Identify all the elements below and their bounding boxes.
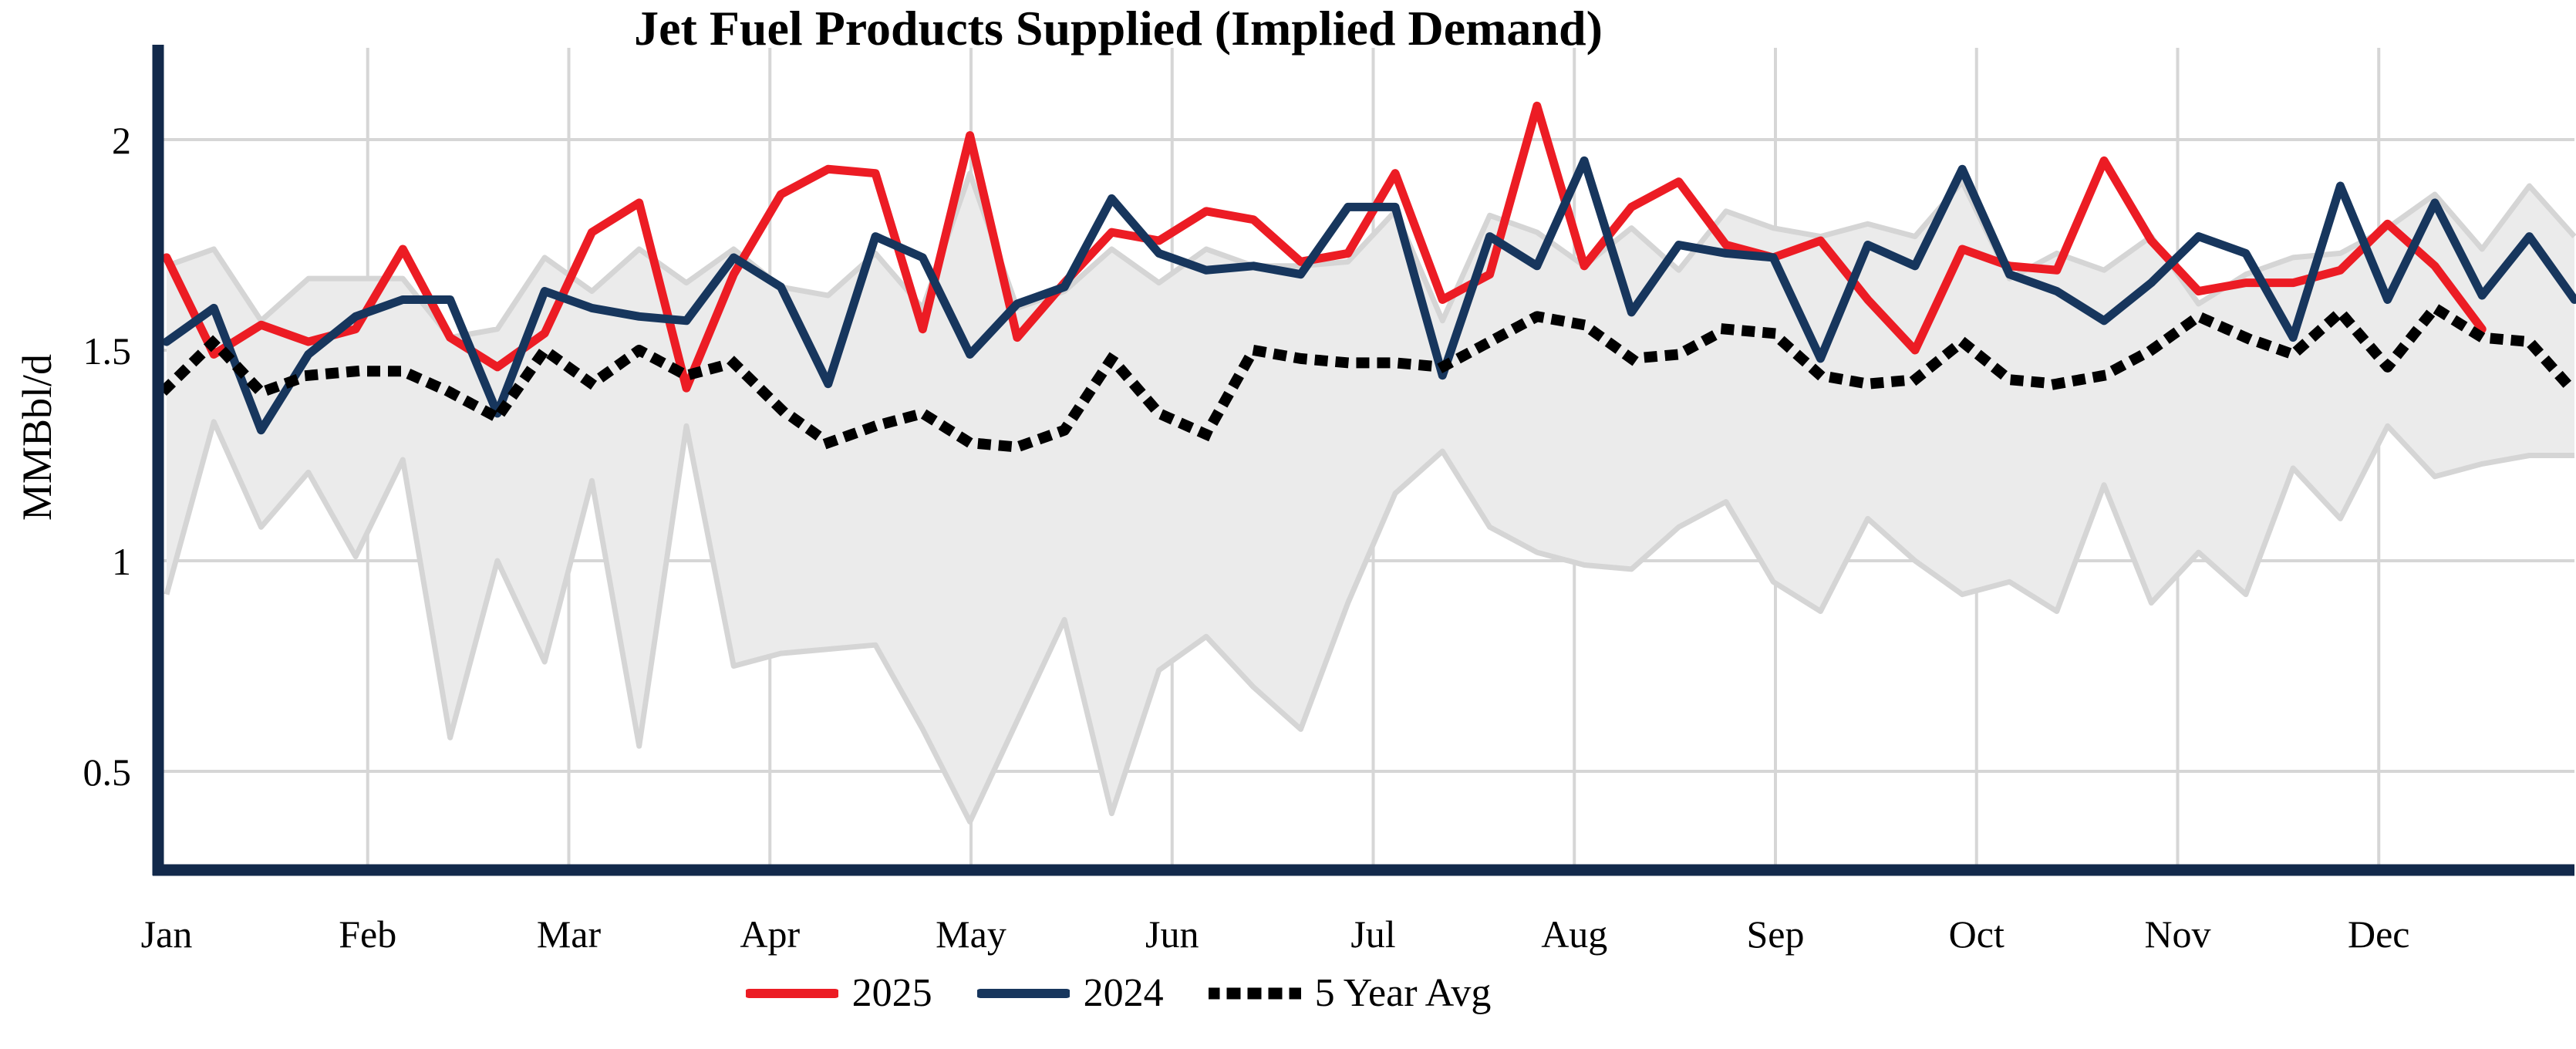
legend-label: 5 Year Avg xyxy=(1314,971,1492,1015)
x-tick-label: Oct xyxy=(1949,912,2004,956)
x-tick-label: Dec xyxy=(2348,912,2410,956)
legend: 2025 2024 5 Year Avg xyxy=(0,970,2237,1016)
x-tick-label: Feb xyxy=(339,912,396,956)
y-tick-label: 2 xyxy=(112,119,131,162)
series-line-5-year-avg xyxy=(159,302,2576,453)
five-year-range-band xyxy=(167,173,2574,822)
series-line-2025 xyxy=(162,101,2487,393)
x-tick-label: Jun xyxy=(1145,912,1199,956)
y-tick-label: 1.5 xyxy=(83,329,132,373)
x-tick-label: Aug xyxy=(1541,912,1607,956)
x-tick-label: Nov xyxy=(2144,912,2210,956)
legend-label: 2024 xyxy=(1083,971,1164,1015)
legend-item-2024: 2024 xyxy=(976,970,1164,1016)
x-tick-label: Apr xyxy=(740,912,800,956)
y-tick-label: 0.5 xyxy=(83,750,132,794)
y-tick-label: 1 xyxy=(112,540,131,583)
legend-swatch xyxy=(976,988,1070,998)
legend-item-2025: 2025 xyxy=(745,970,932,1016)
chart-title: Jet Fuel Products Supplied (Implied Dema… xyxy=(634,1,1603,56)
series-line-2024 xyxy=(162,156,2576,435)
x-tick-label: Mar xyxy=(537,912,602,956)
legend-label: 2025 xyxy=(851,971,932,1015)
x-tick-label: Sep xyxy=(1747,912,1805,956)
x-tick-label: Jan xyxy=(141,912,193,956)
legend-item-5-year-avg: 5 Year Avg xyxy=(1208,970,1492,1016)
x-tick-label: Jul xyxy=(1350,912,1395,956)
x-tick-label: May xyxy=(936,912,1006,956)
legend-swatch xyxy=(1208,987,1301,999)
legend-swatch xyxy=(745,988,838,998)
band-min-line xyxy=(164,419,2574,825)
